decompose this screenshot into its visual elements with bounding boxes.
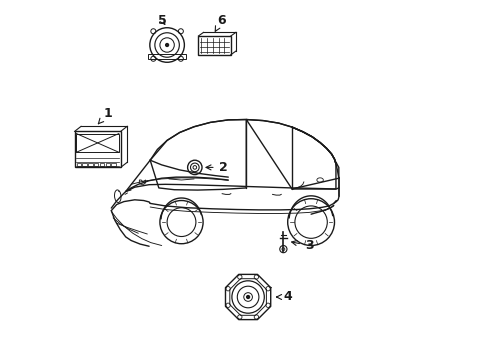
Text: 1: 1 [98, 107, 112, 124]
Bar [94, 163, 98, 166]
Circle shape [165, 44, 168, 46]
Bar [76, 134, 119, 152]
Bar [88, 163, 92, 166]
Bar [198, 36, 230, 55]
Bar [111, 163, 115, 166]
Bar [75, 131, 121, 167]
Bar [105, 163, 110, 166]
Text: 5: 5 [158, 14, 166, 27]
Text: 2: 2 [205, 161, 227, 174]
Bar [82, 163, 87, 166]
Polygon shape [111, 124, 366, 266]
Bar [100, 163, 104, 166]
Text: 3: 3 [291, 239, 313, 252]
Circle shape [246, 296, 249, 298]
Text: 4: 4 [276, 291, 291, 303]
Bar [77, 163, 81, 166]
Text: 6: 6 [215, 14, 225, 31]
